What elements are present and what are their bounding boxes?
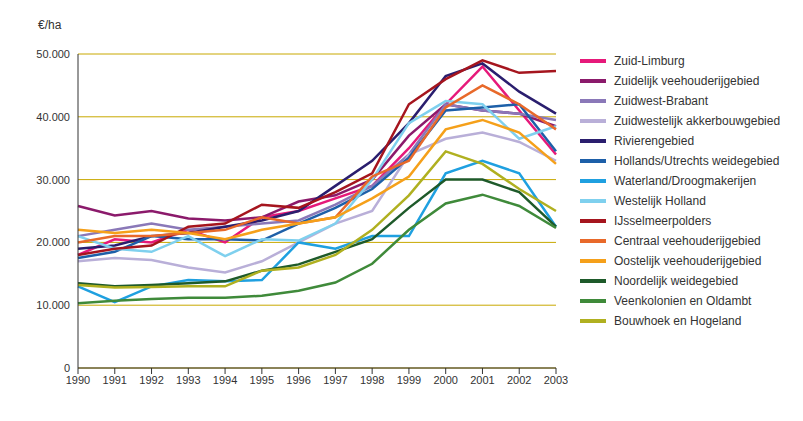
html-text:Zuidwestelijk akkerbouwgebied: Zuidwestelijk akkerbouwgebied	[614, 114, 781, 128]
html-text:Zuid-Limburg: Zuid-Limburg	[614, 54, 685, 68]
html-text:Hollands/Utrechts weidegebied: Hollands/Utrechts weidegebied	[614, 154, 780, 168]
svg-text:1999: 1999	[397, 374, 421, 386]
svg-text:1998: 1998	[360, 374, 384, 386]
svg-text:30.000: 30.000	[36, 174, 70, 186]
svg-text:40.000: 40.000	[36, 111, 70, 123]
html-text:Westelijk Holland: Westelijk Holland	[614, 194, 706, 208]
svg-text:1991: 1991	[103, 374, 127, 386]
svg-text:1994: 1994	[213, 374, 237, 386]
html-text:Zuidwest-Brabant: Zuidwest-Brabant	[614, 94, 708, 108]
svg-text:1997: 1997	[323, 374, 347, 386]
html-text:Rivierengebied: Rivierengebied	[614, 134, 695, 148]
svg-text:0: 0	[64, 362, 70, 374]
html-text:Centraal veehouderijgebied: Centraal veehouderijgebied	[614, 234, 761, 248]
svg-text:2001: 2001	[470, 374, 494, 386]
svg-text:1993: 1993	[176, 374, 200, 386]
svg-text:1992: 1992	[139, 374, 163, 386]
svg-text:20.000: 20.000	[36, 236, 70, 248]
svg-text:1996: 1996	[286, 374, 310, 386]
svg-text:50.000: 50.000	[36, 48, 70, 60]
svg-text:2003: 2003	[544, 374, 568, 386]
svg-text:1995: 1995	[250, 374, 274, 386]
html-text:Veenkolonien en Oldambt: Veenkolonien en Oldambt	[614, 294, 752, 308]
html-text:Zuidelijk veehouderijgebied: Zuidelijk veehouderijgebied	[614, 74, 760, 88]
html-text:IJsselmeerpolders: IJsselmeerpolders	[614, 214, 712, 228]
html-text:Oostelijk veehouderijgebied: Oostelijk veehouderijgebied	[614, 254, 762, 268]
html-text:Waterland/Droogmakerijen: Waterland/Droogmakerijen	[614, 174, 757, 188]
svg-text:2000: 2000	[433, 374, 457, 386]
html-text:€/ha: €/ha	[38, 18, 62, 32]
svg-text:2002: 2002	[507, 374, 531, 386]
html-text:Bouwhoek en Hogeland: Bouwhoek en Hogeland	[614, 314, 742, 328]
svg-text:1990: 1990	[66, 374, 90, 386]
html-text:Noordelijk weidegebied: Noordelijk weidegebied	[614, 274, 739, 288]
svg-text:10.000: 10.000	[36, 299, 70, 311]
